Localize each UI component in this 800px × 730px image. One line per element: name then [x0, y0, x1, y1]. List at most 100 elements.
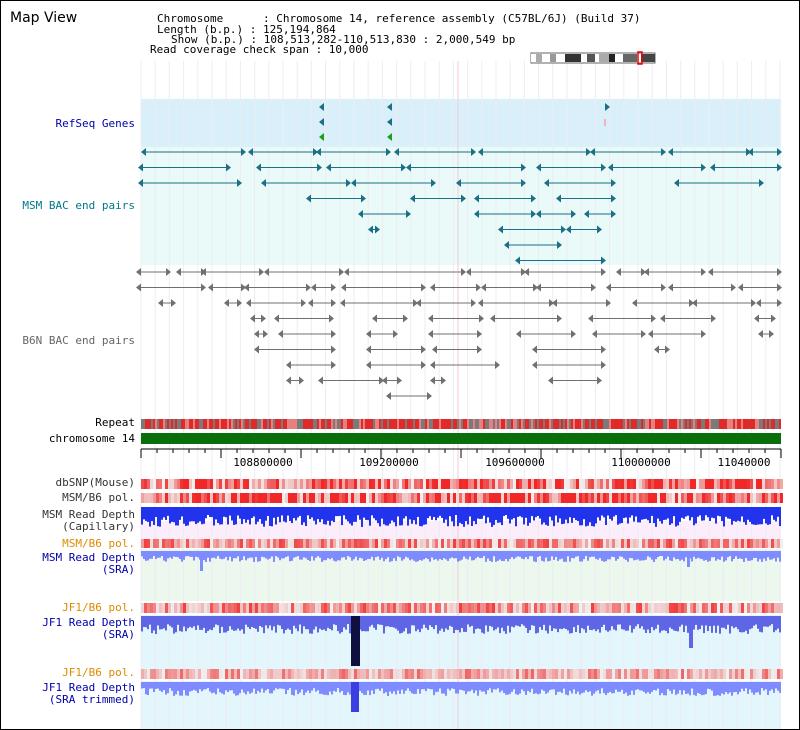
msm-depth-cap-bar	[651, 507, 653, 516]
msm-depth-cap-bar	[721, 507, 723, 522]
jf1-trim-depth-bar	[457, 682, 459, 694]
msm-depth-cap-bar	[499, 507, 501, 523]
msm-depth-cap-bar	[477, 507, 479, 519]
msm-pol-2-cell	[270, 539, 273, 548]
jf1-pol-2-cell	[516, 669, 519, 679]
msm-b6-pol-label[interactable]: MSM/B6 pol.	[62, 491, 135, 504]
jf1-depth-bar	[713, 616, 715, 626]
msm-depth-sra-bar	[227, 551, 229, 561]
msm-depth-cap-bar	[471, 507, 473, 526]
msm-pol-2-cell	[537, 539, 540, 548]
jf1-read-depth-sra-label[interactable]: JF1 Read Depth (SRA)	[42, 616, 135, 641]
jf1-trim-depth-bar	[417, 682, 419, 690]
repeat-segment	[217, 419, 219, 429]
msm-pol-cell	[162, 493, 165, 503]
repeat-segment	[765, 419, 767, 429]
b6n-bac-label[interactable]: B6N BAC end pairs	[22, 334, 135, 347]
msm-depth-cap-bar	[189, 507, 191, 522]
dbsnp-cell	[261, 479, 264, 489]
jf1-pol-2-cell	[348, 669, 351, 679]
jf1-pol-cell	[750, 603, 753, 613]
dbsnp-cell	[336, 479, 339, 489]
msm-depth-cap-bar	[219, 507, 221, 525]
msm-depth-sra-bar	[515, 551, 517, 558]
msm-depth-cap-bar	[383, 507, 385, 525]
msm-depth-sra-bar	[701, 551, 703, 560]
msm-depth-sra-bar	[753, 551, 755, 558]
repeat-segment	[629, 419, 631, 429]
msm-depth-sra-bar	[143, 551, 145, 559]
msm-depth-sra-bar	[523, 551, 525, 560]
repeat-segment	[705, 419, 707, 429]
msm-depth-sra-bar	[257, 551, 259, 562]
msm-depth-cap-bar	[773, 507, 775, 520]
jf1-trim-depth-bar	[401, 682, 403, 690]
msm-bac-pair-end	[456, 179, 461, 187]
jf1-pol-2-cell	[477, 669, 480, 679]
jf1-b6-pol-label[interactable]: JF1/B6 pol.	[62, 601, 135, 614]
jf1-depth-bar	[687, 616, 689, 633]
repeat-segment	[299, 419, 301, 429]
jf1-read-depth-trimmed-label[interactable]: JF1 Read Depth (SRA trimmed)	[42, 681, 135, 706]
dbsnp-cell	[669, 479, 672, 489]
msm-depth-cap-bar	[259, 507, 261, 520]
msm-depth-cap-bar	[449, 507, 451, 517]
dbsnp-cell	[408, 479, 411, 489]
msm-pol-2-cell	[621, 539, 624, 548]
msm-pol-2-cell	[648, 539, 651, 548]
msm-depth-sra-bar	[379, 551, 381, 560]
jf1-depth-bar	[429, 616, 431, 626]
jf1-depth-bar	[335, 616, 337, 626]
msm-depth-sra-bar	[683, 551, 685, 562]
msm-pol-2-cell	[444, 539, 447, 548]
msm-depth-sra-bar	[563, 551, 565, 562]
jf1-depth-bar	[727, 616, 729, 625]
msm-depth-sra-bar	[611, 551, 613, 557]
msm-read-depth-sra-label[interactable]: MSM Read Depth (SRA)	[42, 551, 135, 576]
msm-pol-2-cell	[168, 539, 171, 548]
refseq-genes-label[interactable]: RefSeq Genes	[55, 117, 135, 130]
jf1-trim-depth-bar	[653, 682, 655, 690]
jf1-pol-2-cell	[441, 669, 444, 679]
msm-depth-cap-bar	[553, 507, 555, 527]
repeat-segment	[361, 419, 363, 429]
msm-depth-sra-bar	[567, 551, 569, 557]
jf1-trim-depth-bar	[525, 682, 527, 695]
jf1-pol-2-cell	[681, 669, 684, 679]
msm-depth-sra-bar	[697, 551, 699, 558]
msm-b6-pol-2-label[interactable]: MSM/B6 pol.	[62, 537, 135, 550]
b6n-bac-pair-end	[201, 283, 206, 292]
msm-read-depth-capillary-label[interactable]: MSM Read Depth (Capillary)	[42, 508, 135, 533]
jf1-depth-bar	[621, 616, 623, 630]
msm-pol-cell	[492, 493, 495, 503]
msm-depth-cap-bar	[509, 507, 511, 524]
jf1-b6-pol-2-label[interactable]: JF1/B6 pol.	[62, 666, 135, 679]
jf1-depth-bar	[565, 616, 567, 629]
dbsnp-cell	[411, 479, 414, 489]
jf1-depth-bar	[653, 616, 655, 631]
msm-pol-2-cell	[192, 539, 195, 548]
jf1-trim-depth-bar	[453, 682, 455, 689]
msm-bac-label[interactable]: MSM BAC end pairs	[22, 199, 135, 212]
msm-pol-2-cell	[366, 539, 369, 548]
msm-pol-2-cell	[408, 539, 411, 548]
dbsnp-cell	[672, 479, 675, 489]
msm-pol-cell	[528, 493, 531, 503]
repeat-segment	[771, 419, 773, 429]
jf1-pol-2-cell	[609, 669, 612, 679]
b6n-bac-pair-end	[274, 314, 279, 323]
dbsnp-cell	[711, 479, 714, 489]
dbsnp-cell	[504, 479, 507, 489]
msm-pol-cell	[675, 493, 678, 503]
msm-depth-sra-bar	[207, 551, 209, 558]
msm-pol-cell	[372, 493, 375, 503]
msm-depth-sra-bar	[555, 551, 557, 557]
dbsnp-label[interactable]: dbSNP(Mouse)	[55, 476, 135, 489]
jf1-pol-cell	[525, 603, 528, 613]
jf1-pol-2-cell	[591, 669, 594, 679]
jf1-pol-cell	[606, 603, 609, 613]
jf1-pol-2-cell	[597, 669, 600, 679]
msm-bac-pair-end	[521, 179, 526, 187]
jf1-trim-depth-bar	[387, 682, 389, 696]
